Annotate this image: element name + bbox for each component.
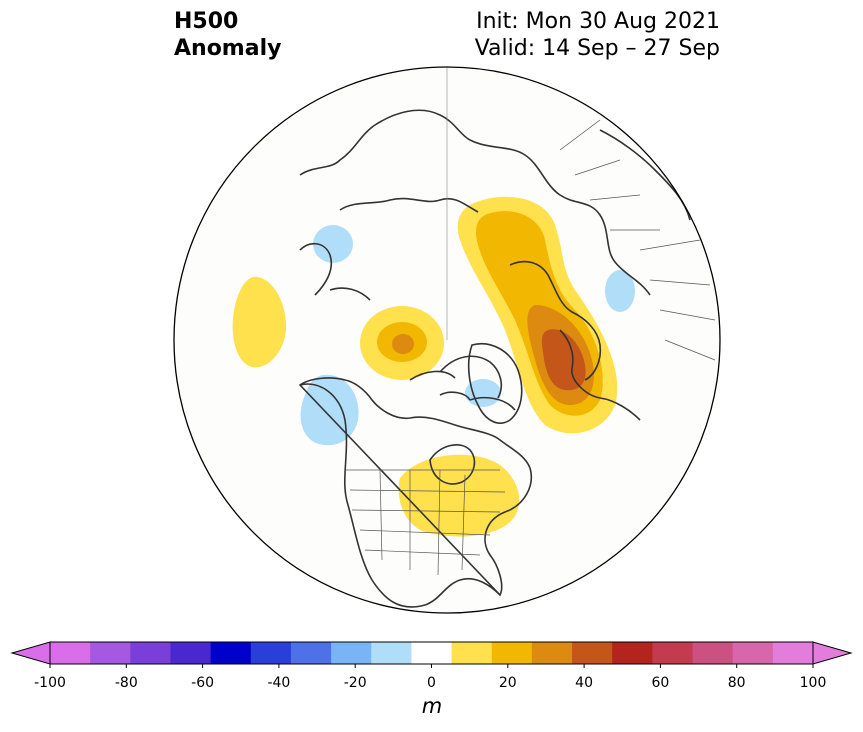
colorbar-swatch	[732, 642, 774, 664]
colorbar-swatch	[692, 642, 734, 664]
colorbar-swatch	[250, 642, 292, 664]
colorbar-unit-label: m	[421, 694, 443, 718]
coast-europe-west	[559, 329, 641, 421]
colorbar-swatch	[652, 642, 694, 664]
map-border	[173, 66, 721, 614]
colorbar-tick-label: -40	[267, 675, 291, 691]
positive-anomaly-north-america	[398, 454, 520, 537]
colorbar-swatch	[411, 642, 453, 664]
coastlines	[298, 109, 691, 608]
coast-kamchatka	[299, 242, 371, 301]
colorbar-tick-label: -80	[114, 675, 138, 691]
negative-anomaly-gulf-alaska	[300, 374, 359, 446]
colorbar-tick-label: 40	[575, 675, 594, 691]
colorbar-swatch	[210, 642, 252, 664]
colorbar-swatch	[612, 642, 653, 664]
positive-anomaly-arctic-30	[392, 334, 414, 354]
colorbar	[10, 641, 853, 668]
chart-subtitle: Init: Mon 30 Aug 2021 Valid: 14 Sep – 27…	[475, 8, 720, 62]
coast-siberia	[339, 197, 479, 213]
polar-map	[173, 66, 721, 614]
title-line1: H500	[174, 9, 239, 34]
colorbar-extend-low	[10, 641, 51, 665]
colorbar-tick-label: 20	[498, 675, 517, 691]
colorbar-swatch	[170, 642, 212, 664]
colorbar-swatch	[531, 642, 573, 664]
coast-greenland	[467, 343, 523, 424]
colorbar-tick-label: 60	[651, 675, 670, 691]
colorbar-tick-label: -20	[343, 675, 367, 691]
coast-arctic-islands	[409, 355, 516, 411]
negative-anomaly-asia	[605, 270, 635, 312]
title-line2: Anomaly	[174, 36, 282, 61]
positive-anomaly-europe-40	[541, 329, 586, 391]
coast-north-america	[298, 377, 532, 608]
colorbar-swatch	[331, 642, 372, 664]
valid-period-label: Valid: 14 Sep – 27 Sep	[474, 36, 720, 61]
colorbar-swatch	[772, 642, 814, 664]
colorbar-extend-high	[812, 641, 853, 665]
positive-anomaly-pacific	[232, 276, 287, 368]
coast-eurasia-north	[299, 109, 651, 296]
coast-scandinavia	[509, 260, 602, 381]
init-date-label: Init: Mon 30 Aug 2021	[476, 9, 720, 34]
colorbar-swatch	[50, 642, 91, 664]
colorbar-swatch	[572, 642, 613, 664]
coast-hudson-bay	[429, 444, 476, 485]
colorbar-swatch	[491, 642, 533, 664]
colorbar-tick-label: -60	[191, 675, 215, 691]
colorbar-swatch	[451, 642, 493, 664]
colorbar-swatch	[90, 642, 131, 664]
colorbar-tick-label: 80	[727, 675, 746, 691]
colorbar-tick-label: 100	[799, 675, 827, 691]
political-boundaries	[345, 119, 716, 576]
anomaly-fields	[232, 196, 635, 537]
colorbar-tick-label: -100	[34, 675, 66, 691]
colorbar-tick-label: 0	[427, 675, 436, 691]
colorbar-swatch	[371, 642, 412, 664]
negative-anomaly-siberia	[313, 225, 353, 263]
colorbar-swatch	[130, 642, 171, 664]
negative-anomaly-canada	[465, 379, 501, 407]
colorbar-swatch	[290, 642, 332, 664]
chart-title: H500 Anomaly	[174, 8, 281, 62]
